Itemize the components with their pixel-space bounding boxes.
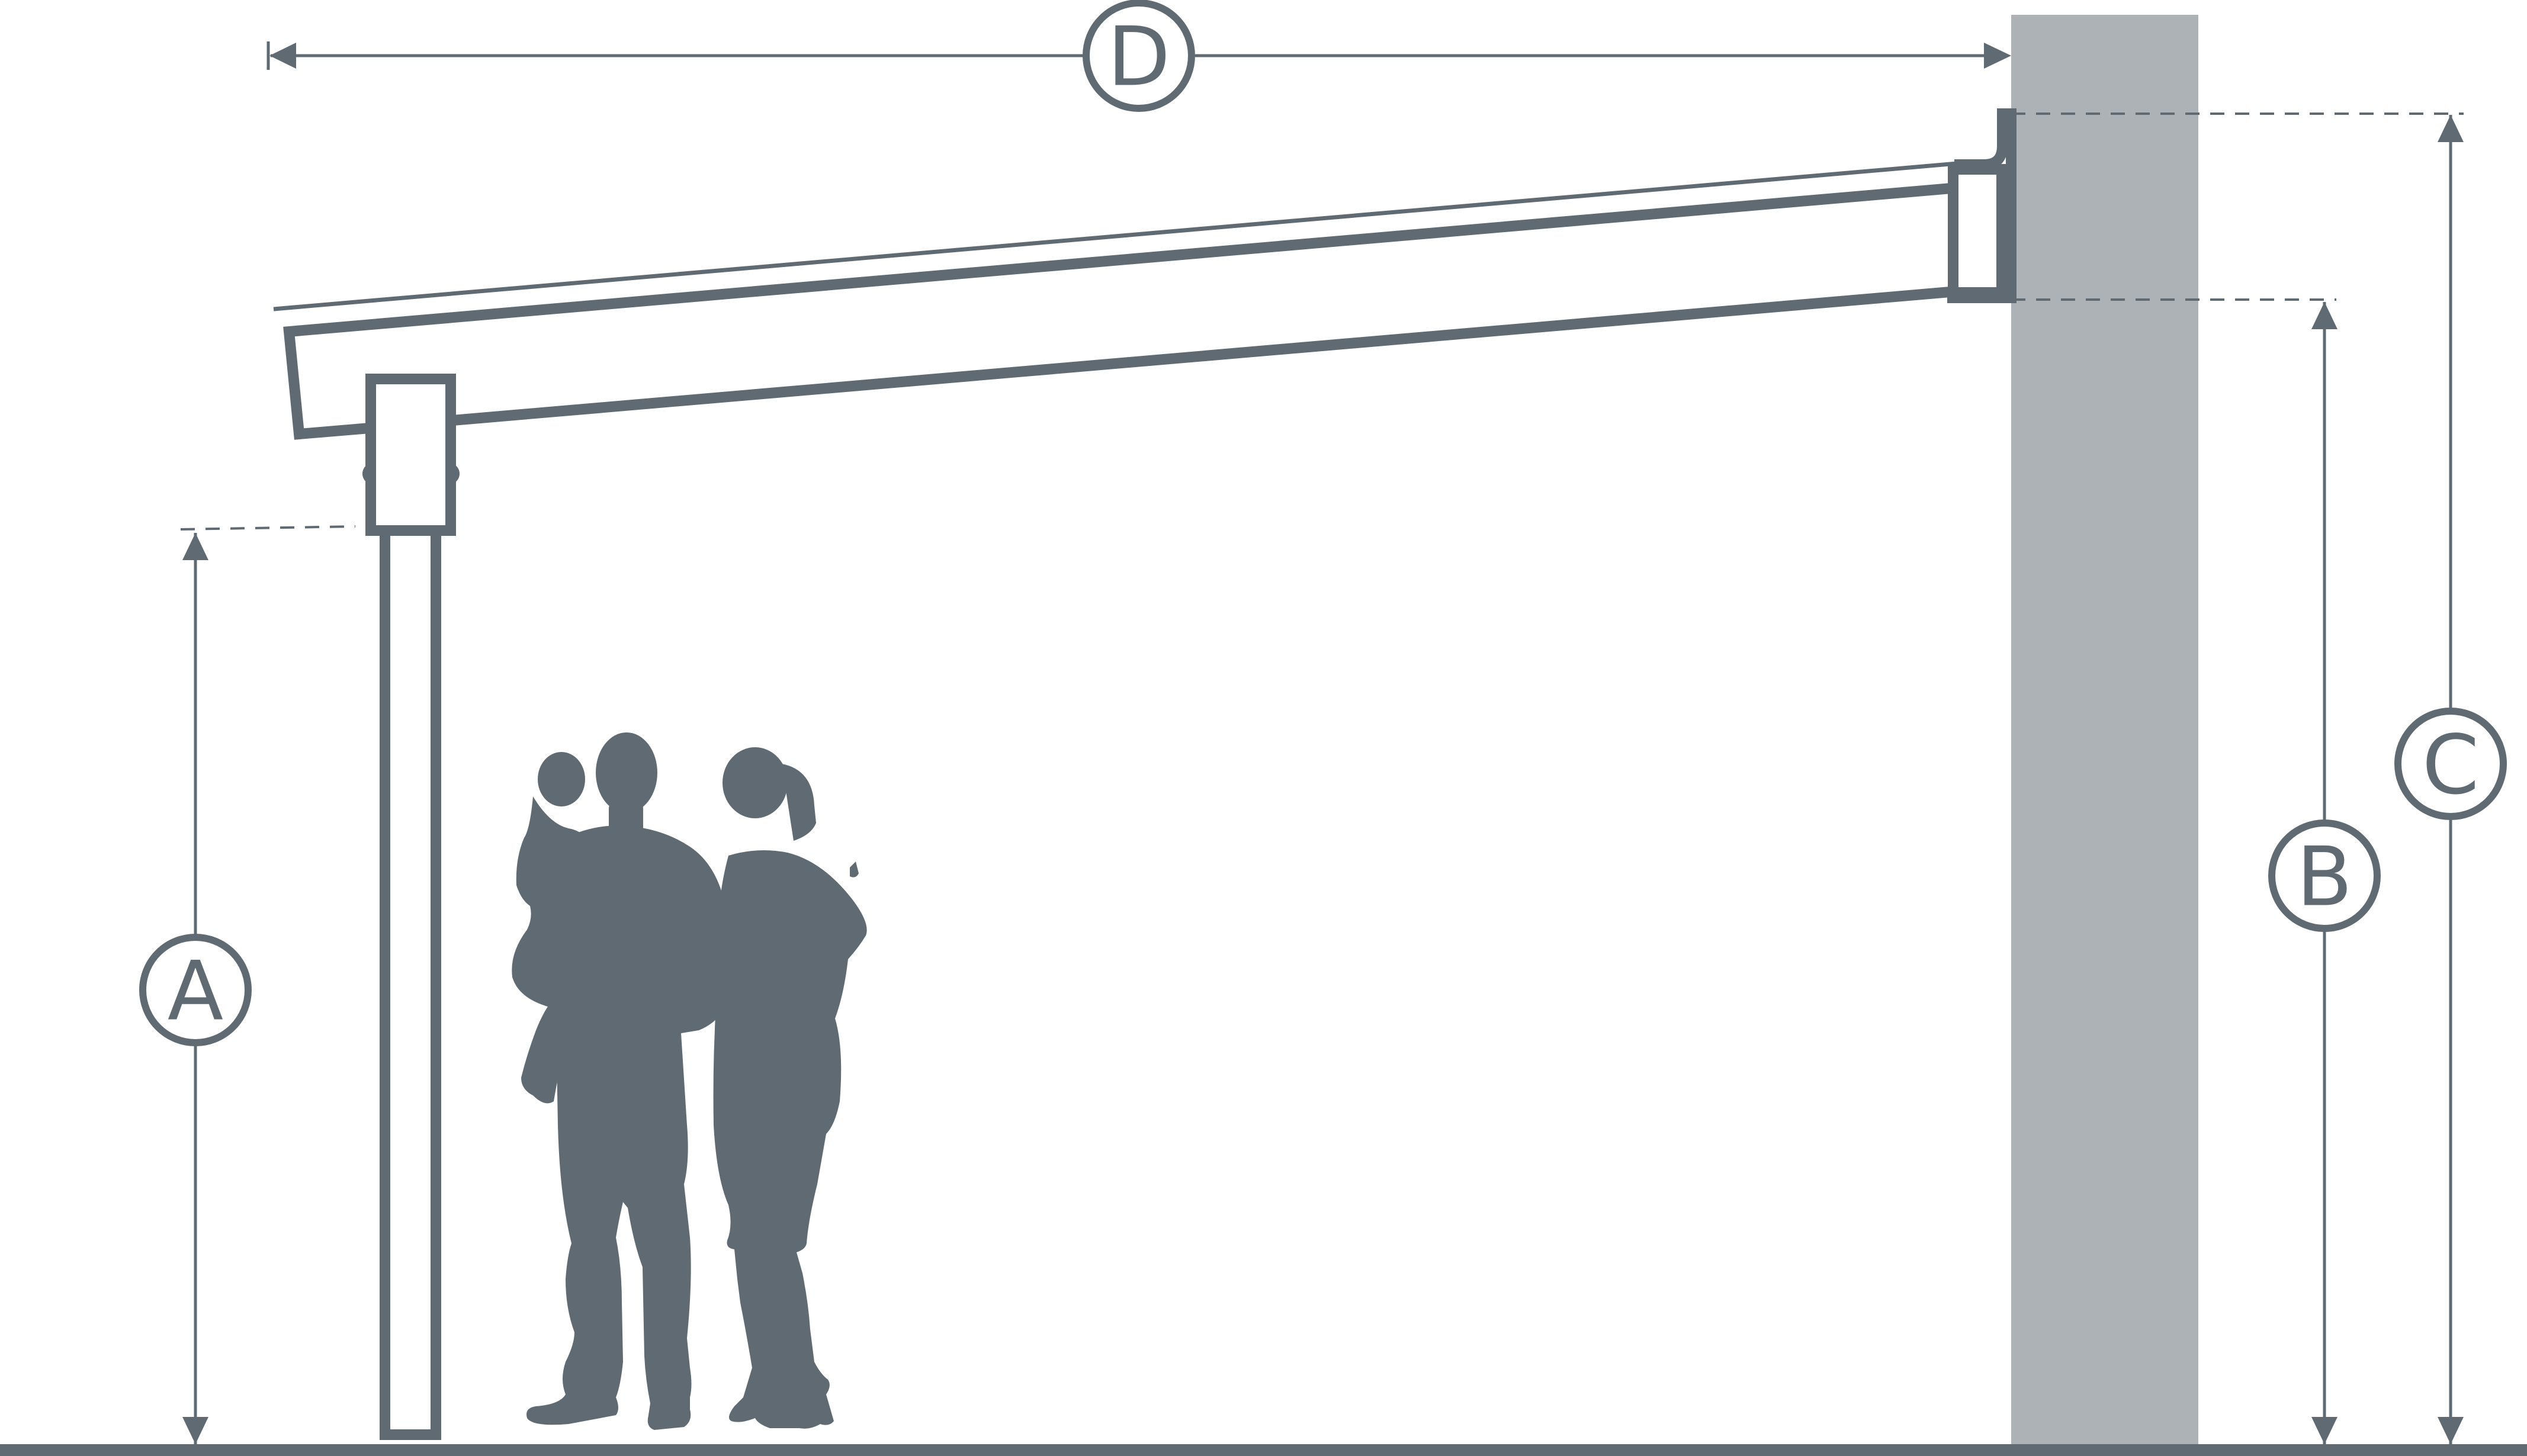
roof-beam-underside [452, 287, 1951, 426]
dim-d-badge [1083, 0, 1195, 112]
dim-d-label: D [1107, 9, 1170, 105]
dim-d-arrow-right [1984, 43, 2011, 69]
dim-b-arrow-bottom [2311, 1417, 2337, 1444]
roof-top-edge [273, 161, 1958, 311]
post-head-block [365, 374, 456, 536]
ground-line [0, 1444, 2527, 1456]
dim-a-label: A [168, 944, 223, 1039]
dim-d-arrow-left [269, 43, 296, 69]
dim-b-label: B [2297, 830, 2353, 925]
post [380, 525, 441, 1440]
wall [2011, 15, 2198, 1444]
wall-bracket-box [1948, 164, 2007, 298]
dim-c-arrow-top [2438, 115, 2464, 142]
roof-beam [283, 183, 1952, 440]
dim-a-arrow-bottom [182, 1417, 208, 1444]
woman-silhouette [699, 747, 867, 1429]
dim-b-arrow-top [2311, 302, 2337, 329]
dim-a-arrow-top [182, 533, 208, 560]
post-head-knob-left [362, 465, 367, 483]
dim-b-badge [2268, 819, 2381, 932]
dim-c-arrow-bottom [2438, 1417, 2464, 1444]
child-silhouette [512, 752, 619, 1104]
dim-a-badge [139, 934, 252, 1046]
post-head-knob-right [455, 465, 460, 483]
dim-c-badge [2394, 708, 2507, 820]
ref-line-a [180, 525, 356, 531]
people-silhouette [512, 732, 867, 1430]
dim-c-label: C [2422, 718, 2479, 813]
